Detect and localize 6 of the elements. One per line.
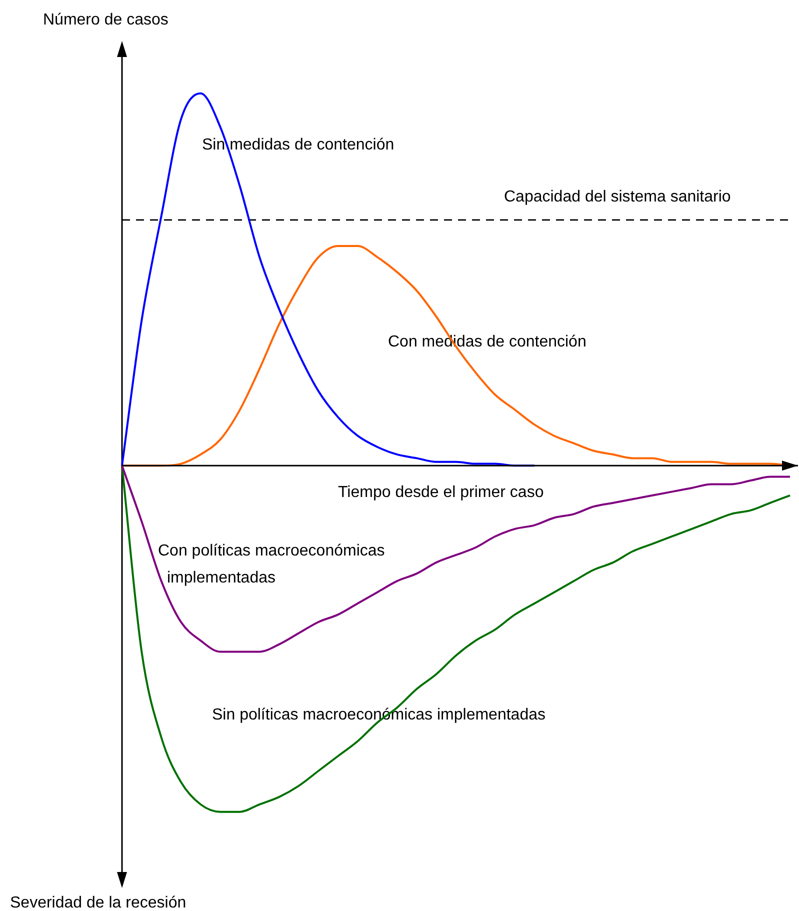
text: Severidad de la recesión [10, 894, 186, 911]
series-label: Con políticas macroeconómicas implementadas [158, 542, 385, 586]
ref-line-label: Capacidad del sistema sanitario [504, 188, 731, 206]
series-label: Sin medidas de contención [202, 136, 394, 154]
x-axis-title: Tiempo desde el primer caso [338, 484, 544, 502]
y-axis-title: Número de casos [43, 11, 168, 28]
